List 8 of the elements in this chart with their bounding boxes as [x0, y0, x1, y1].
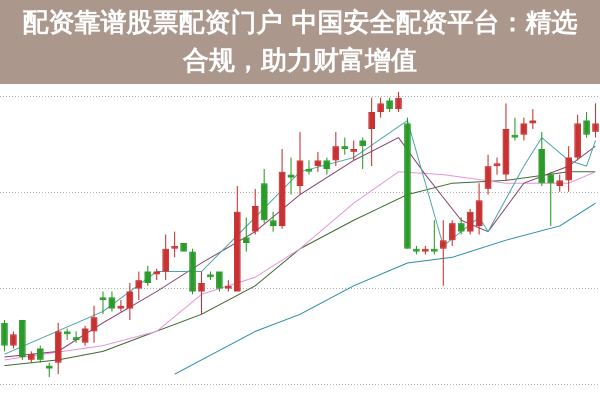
- candlestick: [242, 217, 250, 252]
- candlestick: [350, 140, 358, 160]
- candlestick: [341, 138, 348, 155]
- candlestick: [46, 362, 53, 377]
- candlestick: [440, 220, 447, 286]
- candlestick: [547, 172, 554, 226]
- chart-title: 配资靠谱股票配资门户 中国安全配资平台：精选合规，助力财富增值: [21, 7, 579, 78]
- candlestick: [153, 268, 160, 280]
